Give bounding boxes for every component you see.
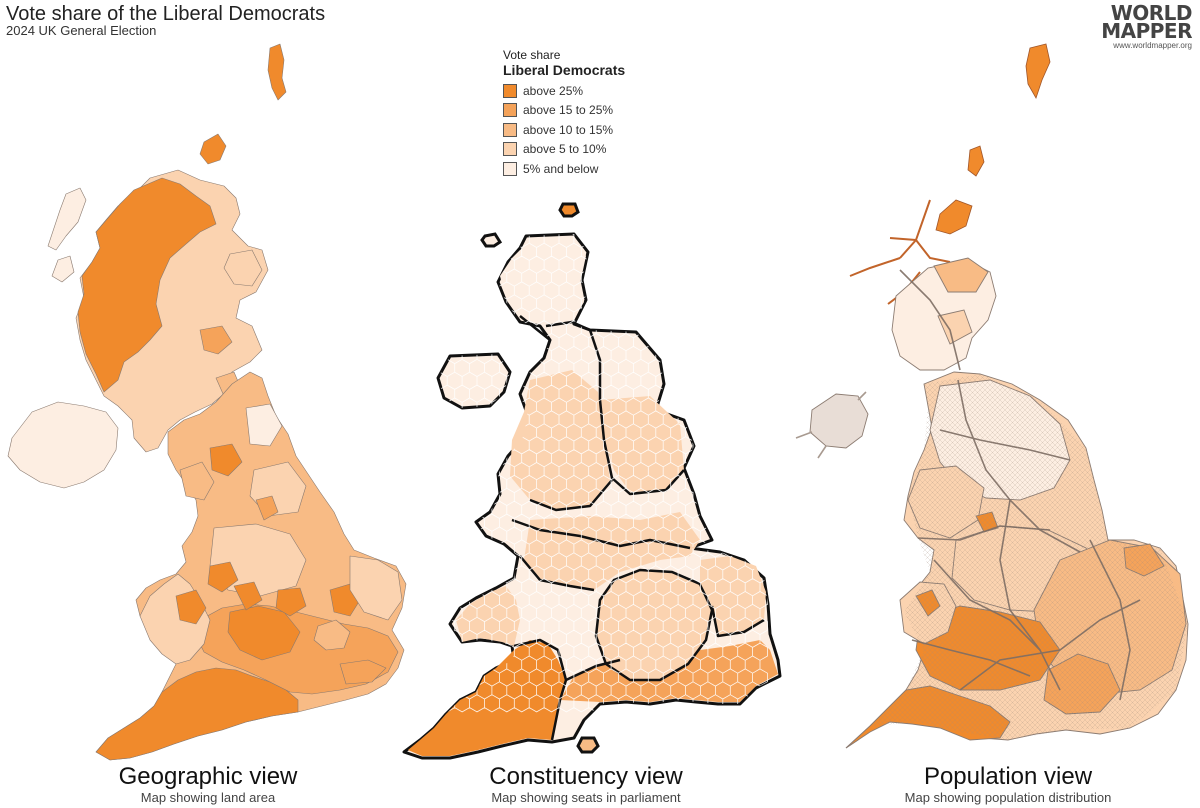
geo-shropshire — [207, 561, 239, 593]
geo-skye — [51, 255, 75, 283]
geo-oxon — [275, 587, 307, 617]
legend: Vote share Liberal Democrats above 25% a… — [503, 48, 625, 179]
page-subtitle: 2024 UK General Election — [6, 23, 157, 38]
geo-cumbria — [179, 461, 215, 501]
legend-item: 5% and below — [503, 159, 625, 179]
population-title: Population view — [923, 763, 1093, 790]
geo-aberdeen — [223, 249, 263, 287]
pop-north-wisps — [935, 43, 1051, 235]
hex-isle-of-wight — [576, 736, 600, 754]
legend-item: above 5 to 10% — [503, 140, 625, 160]
geo-north-east — [245, 403, 283, 447]
geo-highlands — [77, 177, 217, 393]
hex-western-isles — [480, 232, 503, 248]
population-map — [795, 43, 1189, 749]
legend-title-line2: Liberal Democrats — [503, 62, 626, 78]
geographic-map — [7, 43, 407, 761]
geo-harrogate — [255, 495, 279, 521]
geo-london — [313, 619, 351, 651]
hex-northern-ireland — [436, 352, 512, 410]
constituency-subtitle: Map showing seats in parliament — [491, 790, 681, 805]
constituency-title: Constituency view — [489, 763, 683, 790]
page-title: Vote share of the Liberal Democrats — [6, 3, 326, 25]
legend-swatch — [503, 161, 517, 176]
legend-item: above 25% — [503, 81, 625, 101]
pop-scotland-mid — [937, 309, 973, 345]
geo-shetland — [267, 43, 287, 101]
legend-item: above 15 to 25% — [503, 101, 625, 121]
geo-southeast — [227, 605, 301, 661]
pop-northern-ireland — [809, 393, 869, 449]
geo-wales-orange — [175, 589, 207, 625]
logo-url: www.worldmapper.org — [1113, 41, 1192, 50]
geo-northern-ireland — [7, 401, 119, 489]
legend-label: above 15 to 25% — [523, 103, 614, 118]
pop-ni-wisps — [795, 391, 867, 459]
legend-label: above 10 to 15% — [523, 122, 614, 137]
legend-swatch — [503, 83, 517, 98]
geographic-subtitle: Map showing land area — [140, 790, 276, 805]
logo-line2: MAPPER — [1101, 19, 1192, 43]
legend-item: above 10 to 15% — [503, 120, 625, 140]
legend-swatch — [503, 142, 517, 157]
geo-sussex — [339, 659, 387, 685]
pop-scotland-east — [933, 257, 989, 293]
logo-line1: WORLD — [1110, 1, 1193, 25]
hex-shetland — [558, 202, 580, 218]
hex-east — [700, 556, 766, 636]
geographic-title: Geographic view — [118, 763, 298, 790]
geographic-caption: Geographic view Map showing land area — [48, 763, 368, 806]
pop-strands — [899, 269, 1141, 701]
constituency-caption: Constituency view Map showing seats in p… — [426, 763, 746, 806]
worldmapper-logo: WORLD MAPPER www.worldmapper.org — [1101, 1, 1193, 50]
geo-cheltenham — [233, 581, 263, 611]
pop-highland-strands — [849, 199, 963, 305]
geo-western-isles — [47, 187, 87, 251]
population-caption: Population view Map showing population d… — [848, 763, 1168, 806]
pop-mesh — [870, 374, 1188, 740]
legend-swatch — [503, 103, 517, 118]
constituency-map — [402, 202, 782, 760]
legend-title-line1: Vote share — [503, 48, 561, 62]
legend-swatch — [503, 122, 517, 137]
legend-label: above 5 to 10% — [523, 142, 607, 157]
geo-westmorland — [209, 443, 243, 477]
legend-label: above 25% — [523, 83, 584, 98]
geo-southwest — [95, 667, 299, 761]
population-subtitle: Map showing population distribution — [904, 790, 1112, 805]
geo-orkney — [199, 133, 227, 165]
legend-label: 5% and below — [523, 161, 599, 176]
geo-orange-east — [199, 325, 233, 355]
geo-east-anglia — [349, 555, 403, 621]
hex-wales — [456, 586, 520, 646]
